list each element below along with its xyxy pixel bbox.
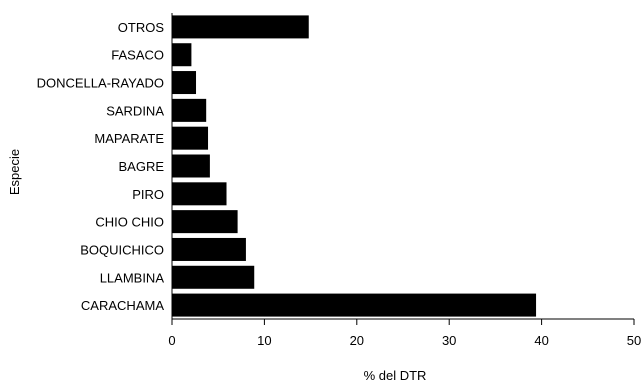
x-tick-label: 20 [350, 333, 364, 348]
category-label: OTROS [118, 20, 165, 35]
x-tick-label: 10 [257, 333, 271, 348]
category-label: CARACHAMA [81, 298, 164, 313]
bar-boquichico [172, 237, 246, 261]
x-tick-label: 40 [534, 333, 548, 348]
category-labels: OTROS FASACO DONCELLA-RAYADO SARDINA MAPARAT… [37, 20, 165, 313]
category-label: MAPARATE [94, 131, 164, 146]
bar-maparate [172, 126, 209, 150]
bar-otros [172, 15, 309, 39]
category-label: CHIO CHIO [95, 215, 164, 230]
category-label: BAGRE [118, 159, 164, 174]
bar-carachama [172, 293, 537, 317]
bar-fasaco [172, 43, 192, 67]
bar-piro [172, 182, 227, 206]
x-tick-label: 50 [627, 333, 641, 348]
bar-doncella-rayado [172, 71, 197, 95]
category-label: DONCELLA-RAYADO [37, 76, 164, 91]
bar-chio-chio [172, 210, 238, 234]
category-label: BOQUICHICO [80, 242, 164, 257]
x-axis-title: % del DTR [364, 368, 427, 383]
category-label: PIRO [132, 187, 164, 202]
category-label: LLAMBINA [100, 270, 165, 285]
x-axis-ticks: 0 10 20 30 40 50 [168, 319, 641, 348]
bars-group [172, 15, 537, 317]
bar-llambina [172, 265, 255, 289]
y-axis-title: Especie [7, 149, 22, 195]
x-tick-label: 0 [168, 333, 175, 348]
category-label: FASACO [111, 48, 164, 63]
bar-bagre [172, 154, 210, 178]
category-label: SARDINA [106, 103, 164, 118]
bar-sardina [172, 98, 207, 122]
x-tick-label: 30 [442, 333, 456, 348]
